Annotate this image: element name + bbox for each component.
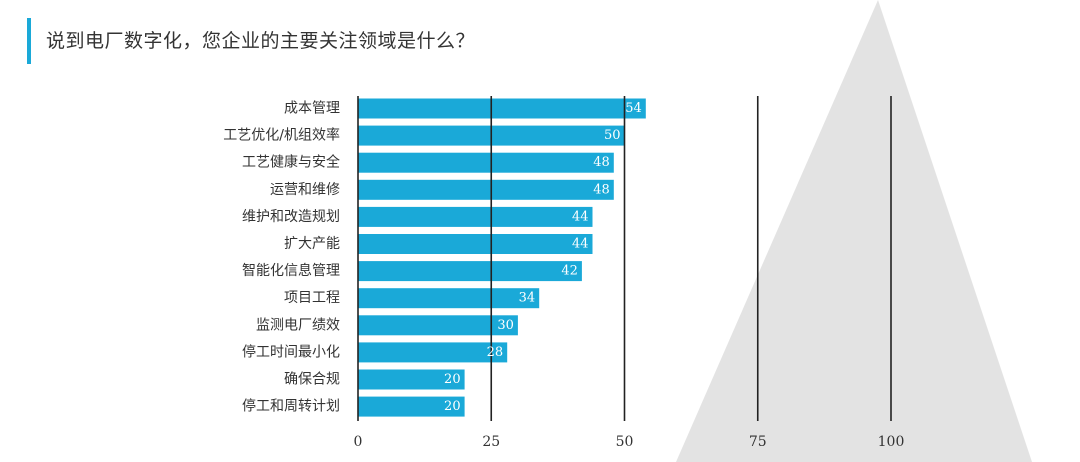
value-label: 54 — [625, 101, 642, 116]
value-label: 48 — [593, 182, 610, 197]
x-tick-label: 0 — [354, 434, 363, 450]
value-label: 42 — [561, 264, 578, 279]
x-tick-label: 75 — [749, 434, 767, 450]
category-label: 工艺健康与安全 — [242, 154, 340, 171]
category-label: 智能化信息管理 — [242, 262, 340, 279]
category-label: 停工和周转计划 — [242, 398, 340, 415]
bar — [358, 234, 593, 254]
bar — [358, 342, 508, 363]
category-label: 运营和维修 — [270, 182, 340, 198]
bar — [358, 315, 518, 336]
bar — [358, 206, 593, 227]
value-label: 30 — [497, 318, 514, 333]
value-label: 44 — [572, 209, 589, 224]
value-label: 20 — [444, 372, 461, 387]
bar — [358, 369, 465, 390]
value-label: 28 — [487, 345, 504, 360]
value-label: 50 — [604, 128, 621, 143]
category-label: 监测电厂绩效 — [256, 317, 340, 333]
bar — [358, 288, 540, 309]
category-label: 项目工程 — [284, 290, 340, 306]
category-label: 停工时间最小化 — [242, 343, 340, 360]
category-label: 工艺优化/机组效率 — [223, 127, 340, 144]
bar — [358, 98, 646, 119]
page-title: 说到电厂数字化，您企业的主要关注领域是什么？ — [46, 30, 476, 52]
bar — [358, 396, 465, 417]
category-label: 扩大产能 — [284, 236, 340, 252]
value-label: 48 — [593, 155, 610, 170]
title-accent-bar — [27, 18, 31, 64]
bar — [358, 179, 614, 200]
value-label: 34 — [519, 291, 536, 306]
x-tick-label: 50 — [616, 434, 634, 450]
x-tick-label: 25 — [482, 434, 500, 450]
category-label: 成本管理 — [284, 101, 340, 117]
category-label: 确保合规 — [284, 372, 340, 388]
value-label: 20 — [444, 399, 461, 414]
x-tick-label: 100 — [878, 434, 905, 450]
value-label: 44 — [572, 237, 589, 252]
bar — [358, 152, 614, 173]
bar — [358, 261, 582, 282]
category-label: 维护和改造规划 — [242, 209, 340, 225]
